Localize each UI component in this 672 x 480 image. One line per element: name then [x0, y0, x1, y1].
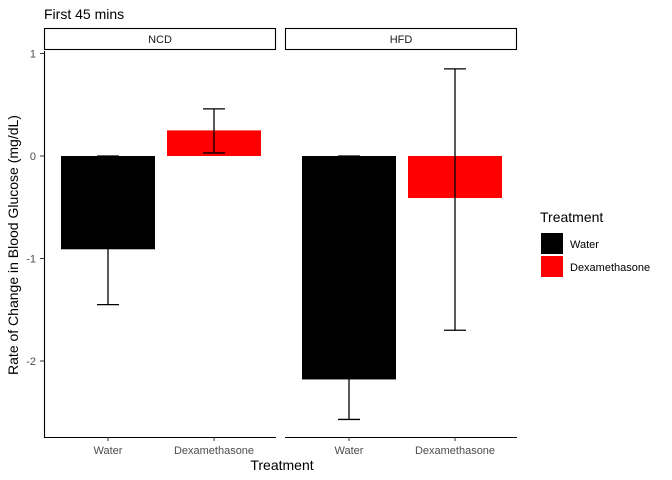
- chart-title: First 45 mins: [44, 6, 124, 22]
- legend-key-dexamethasone: [541, 256, 563, 277]
- legend-key-water: [541, 233, 563, 254]
- x-tick-label: Water: [335, 445, 364, 457]
- facet-strip: [43, 27, 277, 51]
- y-tick-label: -1: [26, 254, 36, 266]
- legend: Treatment Water Dexamethasone: [540, 209, 650, 277]
- error-bar: [444, 68, 466, 331]
- legend-label: Water: [570, 239, 599, 251]
- facet-strip-label: HFD: [390, 34, 413, 46]
- y-tick-label: 0: [30, 151, 36, 163]
- y-tick-label: -2: [26, 356, 36, 368]
- error-bar: [97, 155, 119, 306]
- facet-strip-label: NCD: [148, 34, 172, 46]
- facet-strip: [284, 27, 518, 51]
- x-tick-label: Dexamethasone: [174, 445, 254, 457]
- x-tick-label: Dexamethasone: [415, 445, 495, 457]
- error-bar: [203, 108, 225, 154]
- legend-title: Treatment: [540, 209, 603, 225]
- x-tick-label: Water: [94, 445, 123, 457]
- panel-hfd: HFD Water Dexamethasone: [284, 27, 518, 457]
- y-axis-title: Rate of Change in Blood Glucose (mg/dL): [5, 115, 21, 375]
- y-axis: 1 0 -1 -2: [26, 49, 46, 438]
- panel-ncd: NCD Water Dexamethasone: [43, 27, 277, 457]
- panels: NCD Water Dexamethasone HFD Water Dexamethaso…: [43, 27, 518, 457]
- error-bar: [338, 155, 360, 421]
- legend-label: Dexamethasone: [570, 262, 650, 274]
- y-tick-label: 1: [30, 49, 36, 61]
- x-axis-title: Treatment: [250, 457, 313, 473]
